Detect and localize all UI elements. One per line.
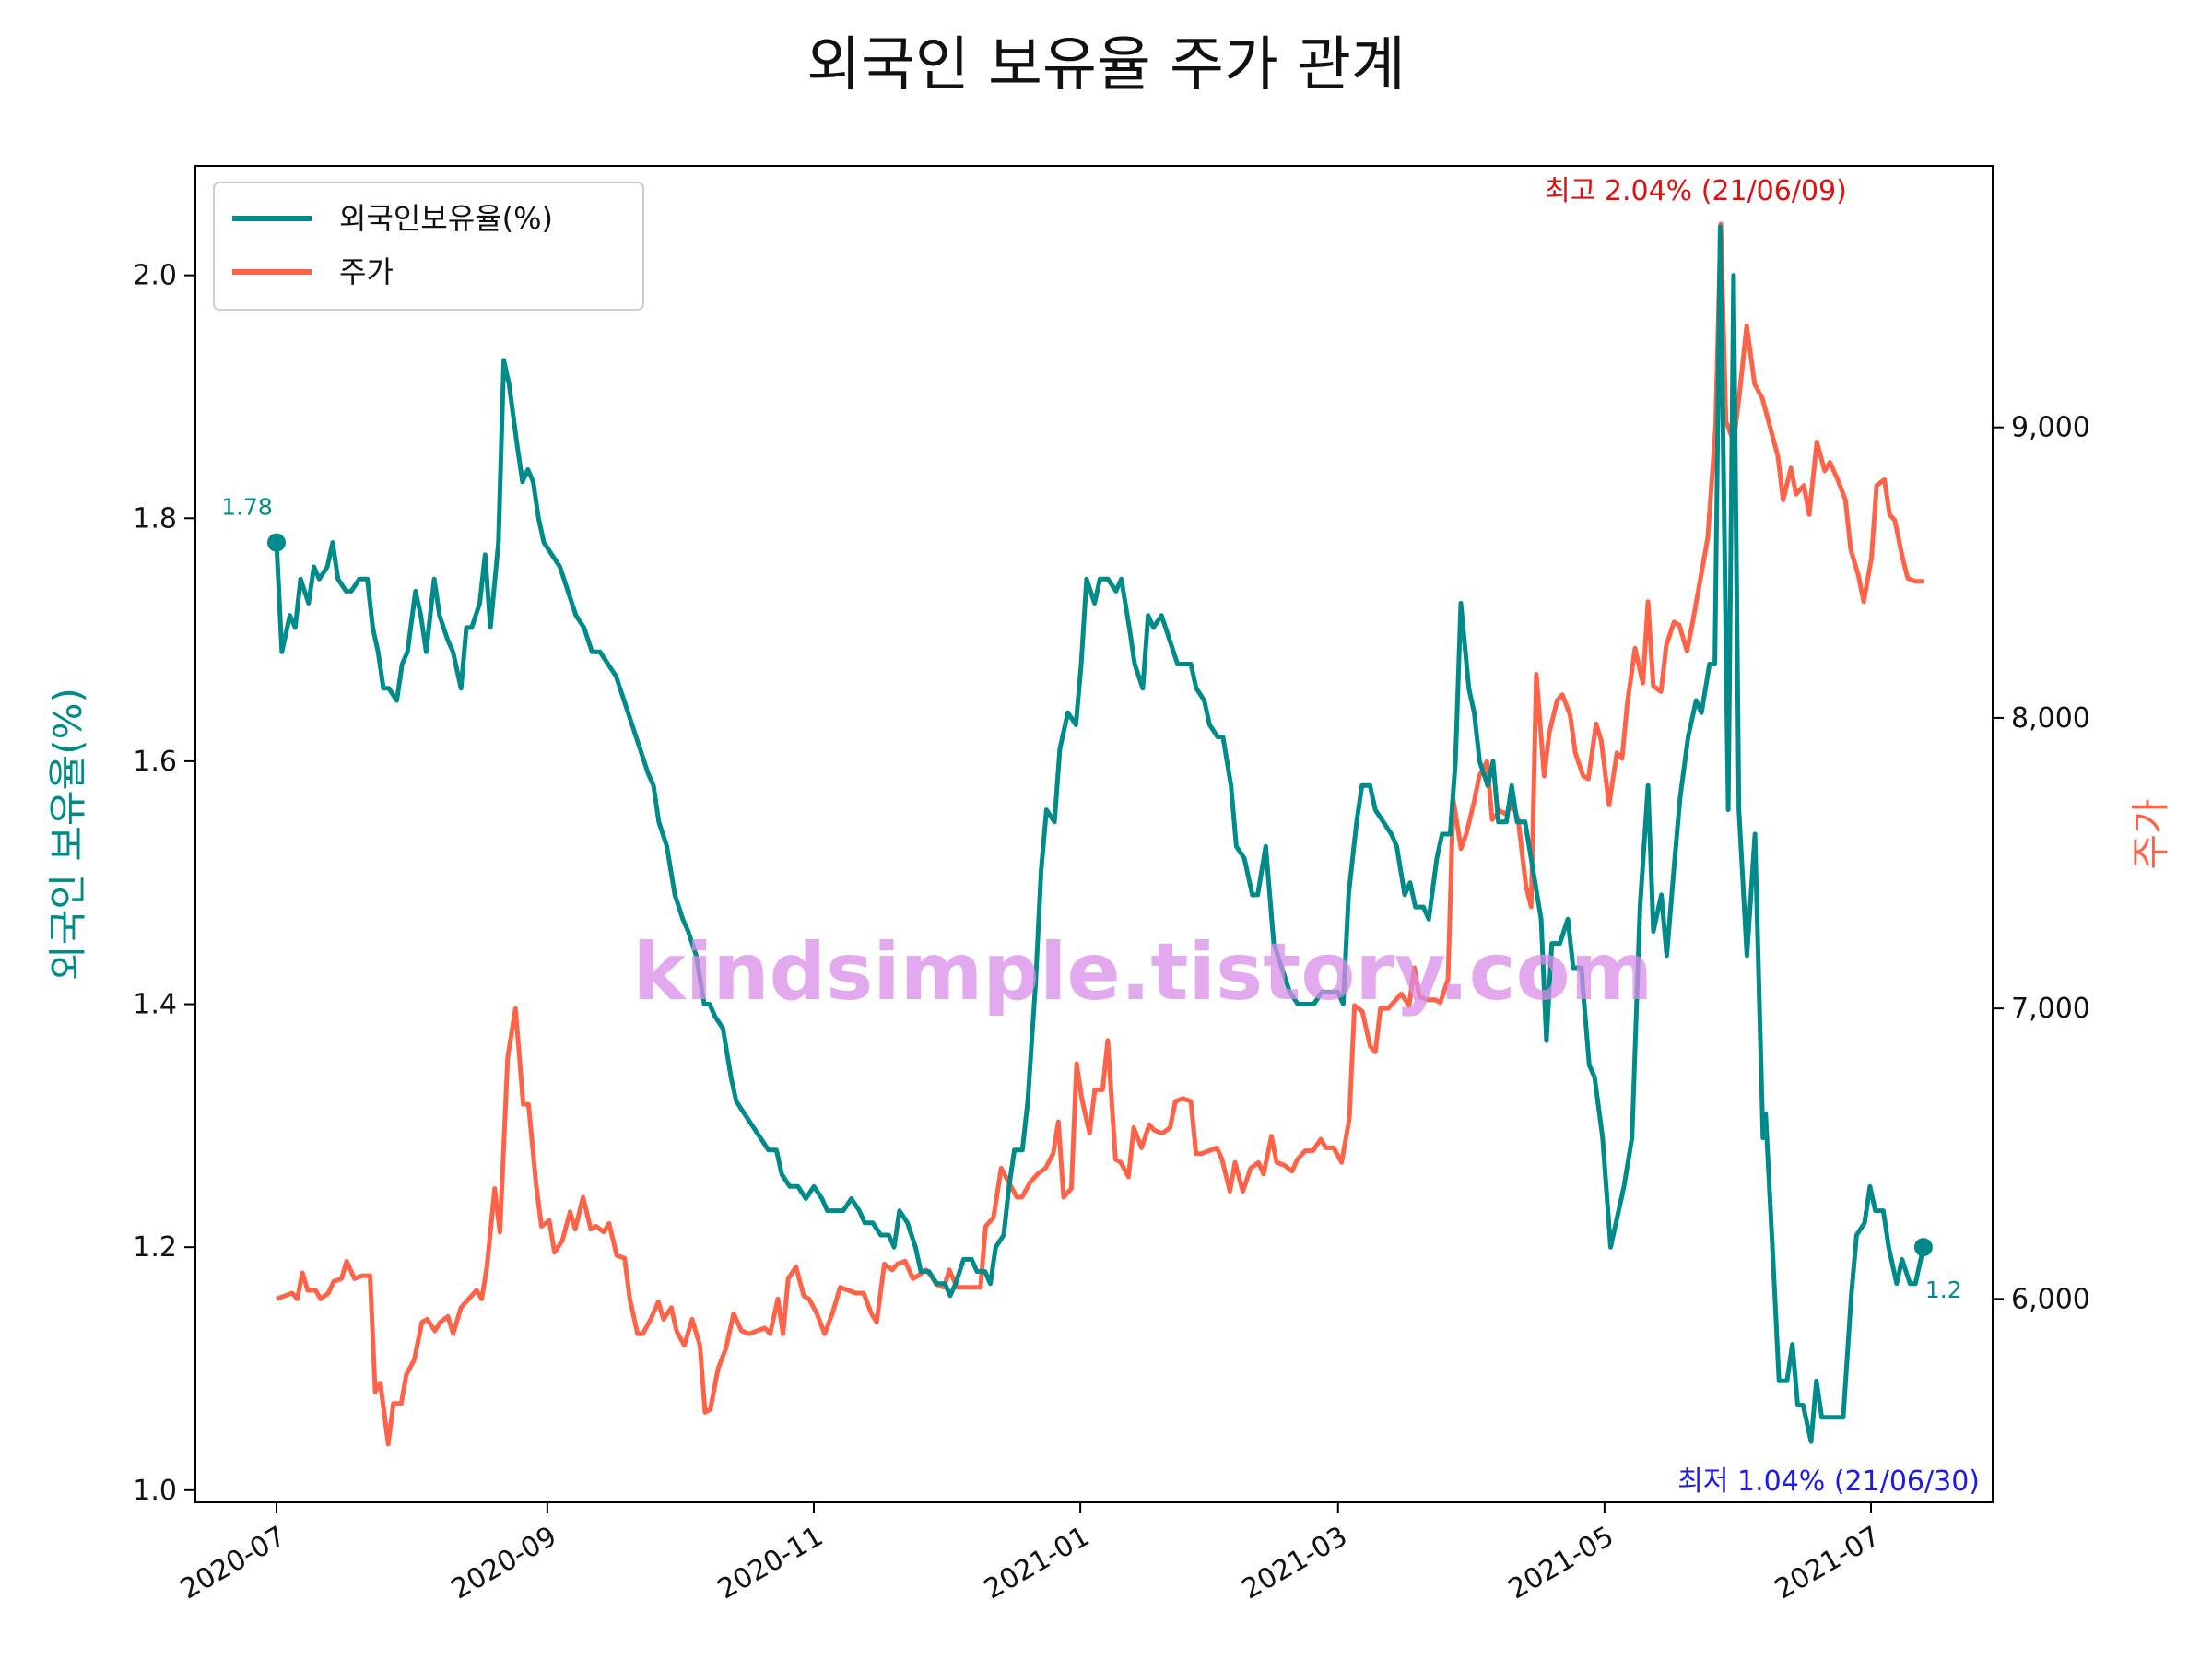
plot-area-frame	[194, 165, 1994, 1503]
end-value-label: 1.2	[1925, 1277, 1962, 1303]
y-left-tick-label: 1.4	[133, 989, 177, 1021]
max-value-label: 최고 2.04% (21/06/09)	[1545, 175, 1847, 207]
y-left-tick-label: 1.0	[133, 1475, 177, 1507]
y-left-axis-label: 외국인 보유율(%)	[45, 688, 90, 981]
x-axis: 2020-07 2020-09 2020-11 2021-01 2021-03 2021-…	[175, 1502, 1886, 1606]
y-left-tick-label: 1.2	[133, 1231, 177, 1264]
y-left-tick-label: 1.8	[133, 502, 177, 535]
y-right-tick-label: 9,000	[2011, 412, 2090, 444]
start-value-label: 1.78	[221, 494, 273, 521]
y-right-axis-label: 주가	[2128, 798, 2173, 869]
watermark: kindsimple.tistory.com	[633, 926, 1653, 1018]
y-left-tick-label: 1.6	[133, 746, 177, 778]
legend-label-price: 주가	[339, 254, 394, 289]
end-point-marker	[1913, 1238, 1933, 1257]
y-left-tick-label: 2.0	[133, 260, 177, 292]
chart-title: 외국인 보유율 주가 관계	[806, 31, 1406, 100]
x-tick-label: 2020-11	[712, 1520, 829, 1606]
legend: 외국인보유율(%) 주가	[213, 182, 644, 311]
series-layer	[267, 221, 1933, 1447]
x-tick-label: 2021-03	[1237, 1520, 1353, 1606]
price-series-line	[276, 221, 1924, 1447]
start-point-marker	[267, 533, 286, 552]
ownership-series-line	[274, 224, 1926, 1444]
x-tick-label: 2021-07	[1770, 1520, 1886, 1606]
legend-label-ownership: 외국인보유율(%)	[339, 201, 553, 236]
x-tick-label: 2021-01	[979, 1520, 1095, 1606]
y-right-axis: 6,000 7,000 8,000 9,000	[1993, 412, 2090, 1315]
y-left-axis: 1.0 1.2 1.4 1.6 1.8 2.0	[133, 260, 195, 1507]
y-right-tick-label: 8,000	[2011, 702, 2090, 735]
min-value-label: 최저 1.04% (21/06/30)	[1677, 1465, 1980, 1498]
x-tick-label: 2020-09	[446, 1520, 562, 1606]
x-tick-label: 2021-05	[1503, 1520, 1619, 1606]
x-tick-label: 2020-07	[175, 1520, 291, 1606]
annotations: 1.78 1.2 최고 2.04% (21/06/09) 최저 1.04% (2…	[221, 175, 1980, 1498]
legend-box	[213, 182, 644, 311]
y-right-tick-label: 6,000	[2011, 1283, 2090, 1315]
y-right-tick-label: 7,000	[2011, 993, 2090, 1025]
